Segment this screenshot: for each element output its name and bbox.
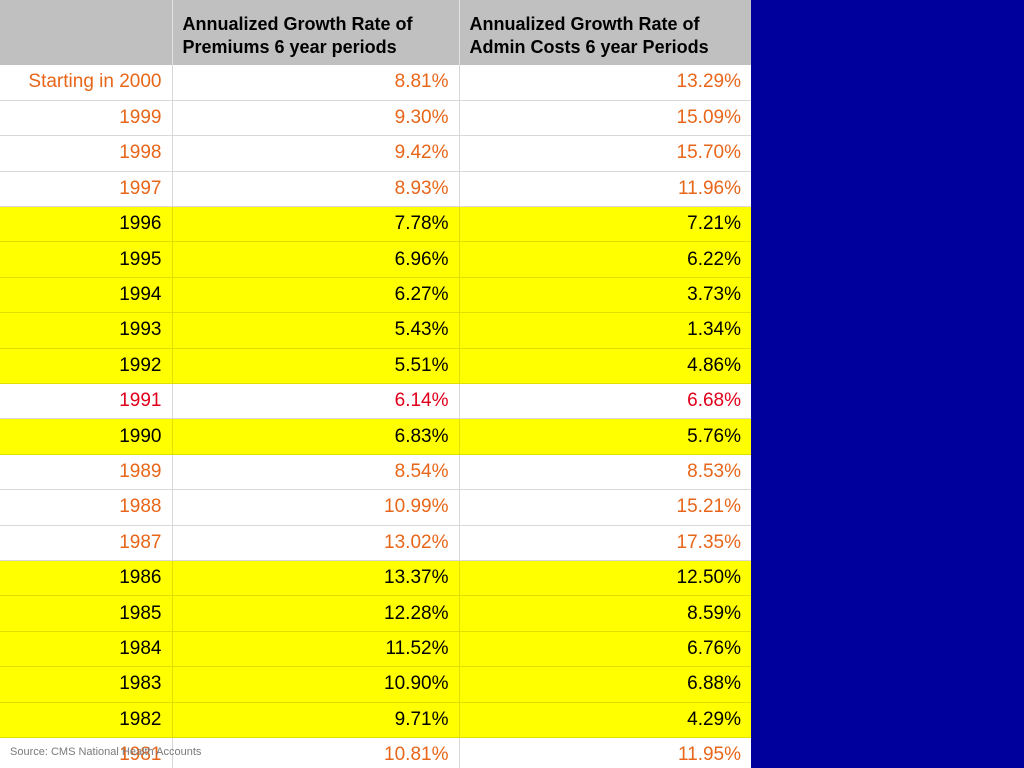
table-row: 1982 9.71% 4.29%: [0, 702, 751, 738]
admin-costs-cell: 6.88%: [459, 666, 751, 703]
table-row: 1985 12.28% 8.59%: [0, 595, 751, 632]
premiums-cell: 5.51%: [172, 348, 460, 385]
table-row: 1984 11.52% 6.76%: [0, 631, 751, 668]
period-cell: Starting in 2000: [0, 65, 173, 101]
admin-costs-cell: 7.21%: [459, 206, 751, 243]
admin-costs-cell: 17.35%: [459, 525, 751, 561]
table-row: 1991 6.14% 6.68%: [0, 383, 751, 420]
table-row: 1988 10.99% 15.21%: [0, 489, 751, 526]
period-cell: 1990: [0, 418, 173, 455]
premiums-cell: 6.14%: [172, 383, 460, 420]
premiums-cell: 9.30%: [172, 100, 460, 137]
period-cell: 1982: [0, 702, 173, 738]
table-row: 1997 8.93% 11.96%: [0, 171, 751, 208]
admin-costs-cell: 15.70%: [459, 135, 751, 172]
premiums-cell: 11.52%: [172, 631, 460, 668]
premiums-cell: 13.37%: [172, 560, 460, 597]
admin-costs-cell: 6.68%: [459, 383, 751, 420]
admin-costs-column-header: Annualized Growth Rate of Admin Costs 6 …: [459, 0, 751, 65]
premiums-cell: 10.81%: [172, 737, 460, 768]
premiums-cell: 10.90%: [172, 666, 460, 703]
premiums-cell: 12.28%: [172, 595, 460, 632]
admin-costs-cell: 12.50%: [459, 560, 751, 597]
period-cell: 1988: [0, 489, 173, 526]
table-header-row: Annualized Growth Rate of Premiums 6 yea…: [0, 0, 751, 65]
table-row: 1999 9.30% 15.09%: [0, 100, 751, 137]
table-row: 1995 6.96% 6.22%: [0, 241, 751, 278]
period-cell: 1997: [0, 171, 173, 208]
admin-costs-cell: 1.34%: [459, 312, 751, 349]
period-cell: 1986: [0, 560, 173, 597]
period-cell: 1981: [0, 737, 173, 768]
premiums-cell: 5.43%: [172, 312, 460, 349]
table-row: 1986 13.37% 12.50%: [0, 560, 751, 597]
premiums-cell: 7.78%: [172, 206, 460, 243]
table-row: 1989 8.54% 8.53%: [0, 454, 751, 491]
table-row: 1994 6.27% 3.73%: [0, 277, 751, 314]
admin-costs-cell: 6.22%: [459, 241, 751, 278]
premiums-cell: 10.99%: [172, 489, 460, 526]
admin-costs-cell: 15.21%: [459, 489, 751, 526]
table-row: 1983 10.90% 6.88%: [0, 666, 751, 703]
period-cell: 1993: [0, 312, 173, 349]
premiums-cell: 8.93%: [172, 171, 460, 208]
admin-costs-cell: 4.29%: [459, 702, 751, 738]
period-cell: 1998: [0, 135, 173, 172]
premiums-cell: 6.27%: [172, 277, 460, 314]
period-cell: 1984: [0, 631, 173, 668]
growth-rate-table: Annualized Growth Rate of Premiums 6 yea…: [0, 0, 751, 768]
admin-costs-cell: 8.53%: [459, 454, 751, 491]
table-row: 1993 5.43% 1.34%: [0, 312, 751, 349]
growth-rate-table-panel: Annualized Growth Rate of Premiums 6 yea…: [0, 0, 751, 768]
admin-costs-cell: 13.29%: [459, 65, 751, 101]
admin-costs-cell: 3.73%: [459, 277, 751, 314]
premiums-cell: 8.54%: [172, 454, 460, 491]
premiums-column-header: Annualized Growth Rate of Premiums 6 yea…: [172, 0, 460, 65]
premiums-cell: 13.02%: [172, 525, 460, 561]
period-cell: 1999: [0, 100, 173, 137]
premiums-cell: 9.71%: [172, 702, 460, 738]
premiums-cell: 6.83%: [172, 418, 460, 455]
table-row: 1981 10.81% 11.95%: [0, 737, 751, 768]
admin-costs-cell: 5.76%: [459, 418, 751, 455]
period-cell: 1994: [0, 277, 173, 314]
table-row: 1996 7.78% 7.21%: [0, 206, 751, 243]
premiums-cell: 8.81%: [172, 65, 460, 101]
period-cell: 1989: [0, 454, 173, 491]
period-column-header: [0, 0, 173, 65]
premiums-cell: 6.96%: [172, 241, 460, 278]
table-row: 1998 9.42% 15.70%: [0, 135, 751, 172]
period-cell: 1991: [0, 383, 173, 420]
admin-costs-cell: 4.86%: [459, 348, 751, 385]
table-row: 1992 5.51% 4.86%: [0, 348, 751, 385]
source-note: Source: CMS National Health Accounts: [10, 746, 202, 758]
period-cell: 1987: [0, 525, 173, 561]
table-row: 1987 13.02% 17.35%: [0, 525, 751, 561]
admin-costs-cell: 15.09%: [459, 100, 751, 137]
admin-costs-cell: 11.96%: [459, 171, 751, 208]
premiums-cell: 9.42%: [172, 135, 460, 172]
table-row: Starting in 2000 8.81% 13.29%: [0, 65, 751, 101]
admin-costs-cell: 8.59%: [459, 595, 751, 632]
period-cell: 1992: [0, 348, 173, 385]
table-row: 1990 6.83% 5.76%: [0, 418, 751, 455]
period-cell: 1995: [0, 241, 173, 278]
period-cell: 1985: [0, 595, 173, 632]
period-cell: 1983: [0, 666, 173, 703]
period-cell: 1996: [0, 206, 173, 243]
admin-costs-cell: 6.76%: [459, 631, 751, 668]
admin-costs-cell: 11.95%: [459, 737, 751, 768]
